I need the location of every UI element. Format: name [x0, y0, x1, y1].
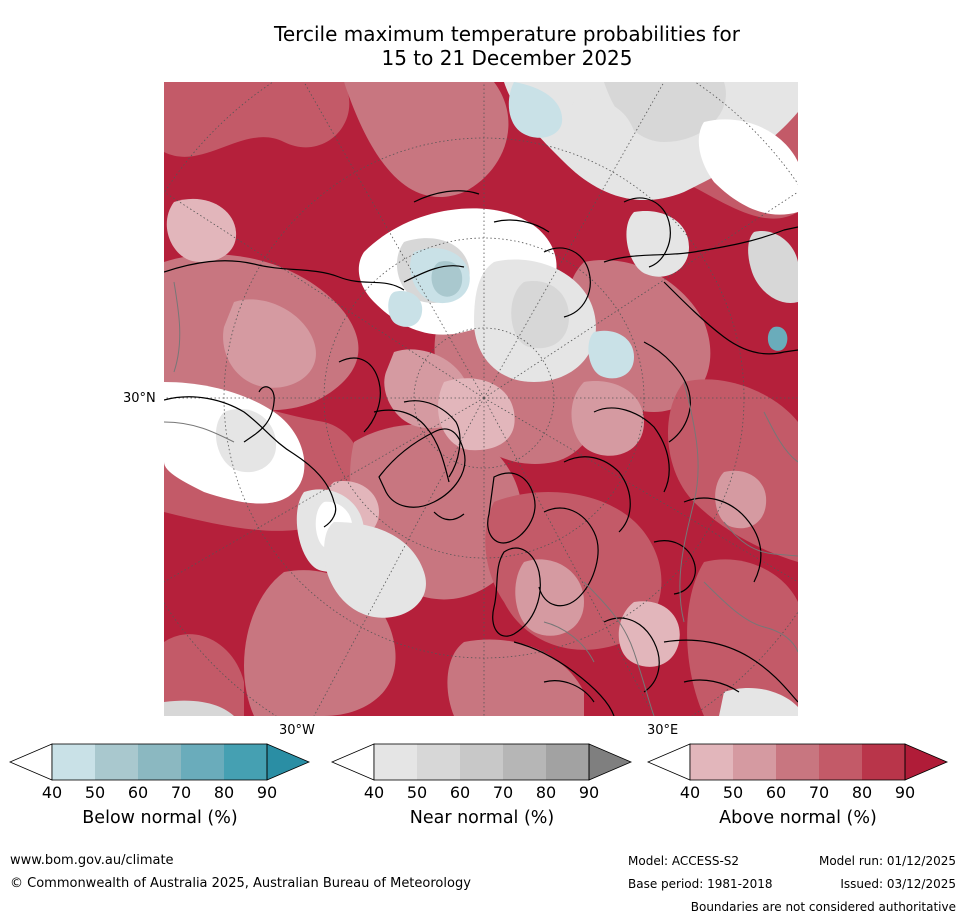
polar-probability-map — [164, 82, 798, 716]
colorbar-swatch — [904, 743, 949, 781]
tick-label: 50 — [406, 783, 428, 802]
colorbar-swatch — [330, 743, 375, 781]
model-text: Model: ACCESS-S2 — [628, 854, 740, 868]
colorbar-swatch — [588, 743, 633, 781]
colorbar-swatch — [374, 744, 417, 780]
copyright-text: © Commonwealth of Australia 2025, Austra… — [10, 876, 471, 891]
graticule — [164, 82, 798, 716]
map-title: Tercile maximum temperature probabilitie… — [157, 22, 857, 70]
tick-label: 40 — [679, 783, 701, 802]
tick-label: 90 — [578, 783, 600, 802]
colorbar-swatch — [417, 744, 460, 780]
colorbar-swatch — [95, 744, 138, 780]
colorbar-swatch — [266, 743, 311, 781]
colorbar-swatch — [546, 744, 589, 780]
map-svg — [164, 82, 798, 716]
below-normal-colorbar: 40 50 60 70 80 90 Below normal (%) — [8, 742, 312, 842]
tick-label: 70 — [808, 783, 830, 802]
tick-label: 60 — [449, 783, 471, 802]
latitude-label-30n: 30°N — [123, 391, 156, 406]
colorbar-swatch — [8, 743, 53, 781]
below-normal-colorbar-swatches — [8, 743, 311, 781]
tick-label: 60 — [127, 783, 149, 802]
colorbar-swatch — [646, 743, 691, 781]
near-normal-colorbar-swatches — [330, 743, 633, 781]
above-normal-colorbar-swatches — [646, 743, 949, 781]
above-normal-colorbar: 40 50 60 70 80 90 Above normal (%) — [646, 742, 950, 842]
tick-label: 80 — [213, 783, 235, 802]
colorbar-swatch — [224, 744, 267, 780]
colorbar-swatch — [138, 744, 181, 780]
tick-label: 80 — [535, 783, 557, 802]
map-title-line2: 15 to 21 December 2025 — [381, 46, 633, 70]
tick-label: 50 — [722, 783, 744, 802]
issued-text: Issued: 03/12/2025 — [840, 877, 956, 891]
below-normal-regions — [388, 82, 788, 379]
tick-label: 80 — [851, 783, 873, 802]
website-link[interactable]: www.bom.gov.au/climate — [10, 853, 174, 868]
colorbar-swatch — [862, 744, 905, 780]
colorbar-swatch — [690, 744, 733, 780]
colorbar-swatch — [460, 744, 503, 780]
tick-label: 70 — [492, 783, 514, 802]
colorbar-swatch — [776, 744, 819, 780]
map-title-line1: Tercile maximum temperature probabilitie… — [274, 22, 740, 46]
colorbar-swatch — [819, 744, 862, 780]
tick-label: 50 — [84, 783, 106, 802]
colorbar-swatch — [52, 744, 95, 780]
disclaimer-text: Boundaries are not considered authoritat… — [690, 900, 956, 914]
tick-label: 70 — [170, 783, 192, 802]
country-borders — [164, 281, 798, 716]
near-normal-colorbar: 40 50 60 70 80 90 Near normal (%) — [330, 742, 634, 842]
colorbar-swatch — [733, 744, 776, 780]
colorbar-swatch — [181, 744, 224, 780]
base-period-text: Base period: 1981-2018 — [628, 877, 773, 891]
tick-label: 90 — [894, 783, 916, 802]
tick-label: 90 — [256, 783, 278, 802]
near-normal-label: Near normal (%) — [409, 808, 555, 828]
tick-label: 60 — [765, 783, 787, 802]
model-run-text: Model run: 01/12/2025 — [818, 854, 956, 868]
below-normal-label: Below normal (%) — [82, 808, 238, 828]
tick-label: 40 — [363, 783, 385, 802]
longitude-label-30w: 30°W — [279, 723, 315, 738]
colorbar-swatch — [503, 744, 546, 780]
longitude-label-30e: 30°E — [647, 723, 679, 738]
above-normal-label: Above normal (%) — [719, 808, 877, 828]
coastlines — [164, 190, 798, 716]
tick-label: 40 — [41, 783, 63, 802]
